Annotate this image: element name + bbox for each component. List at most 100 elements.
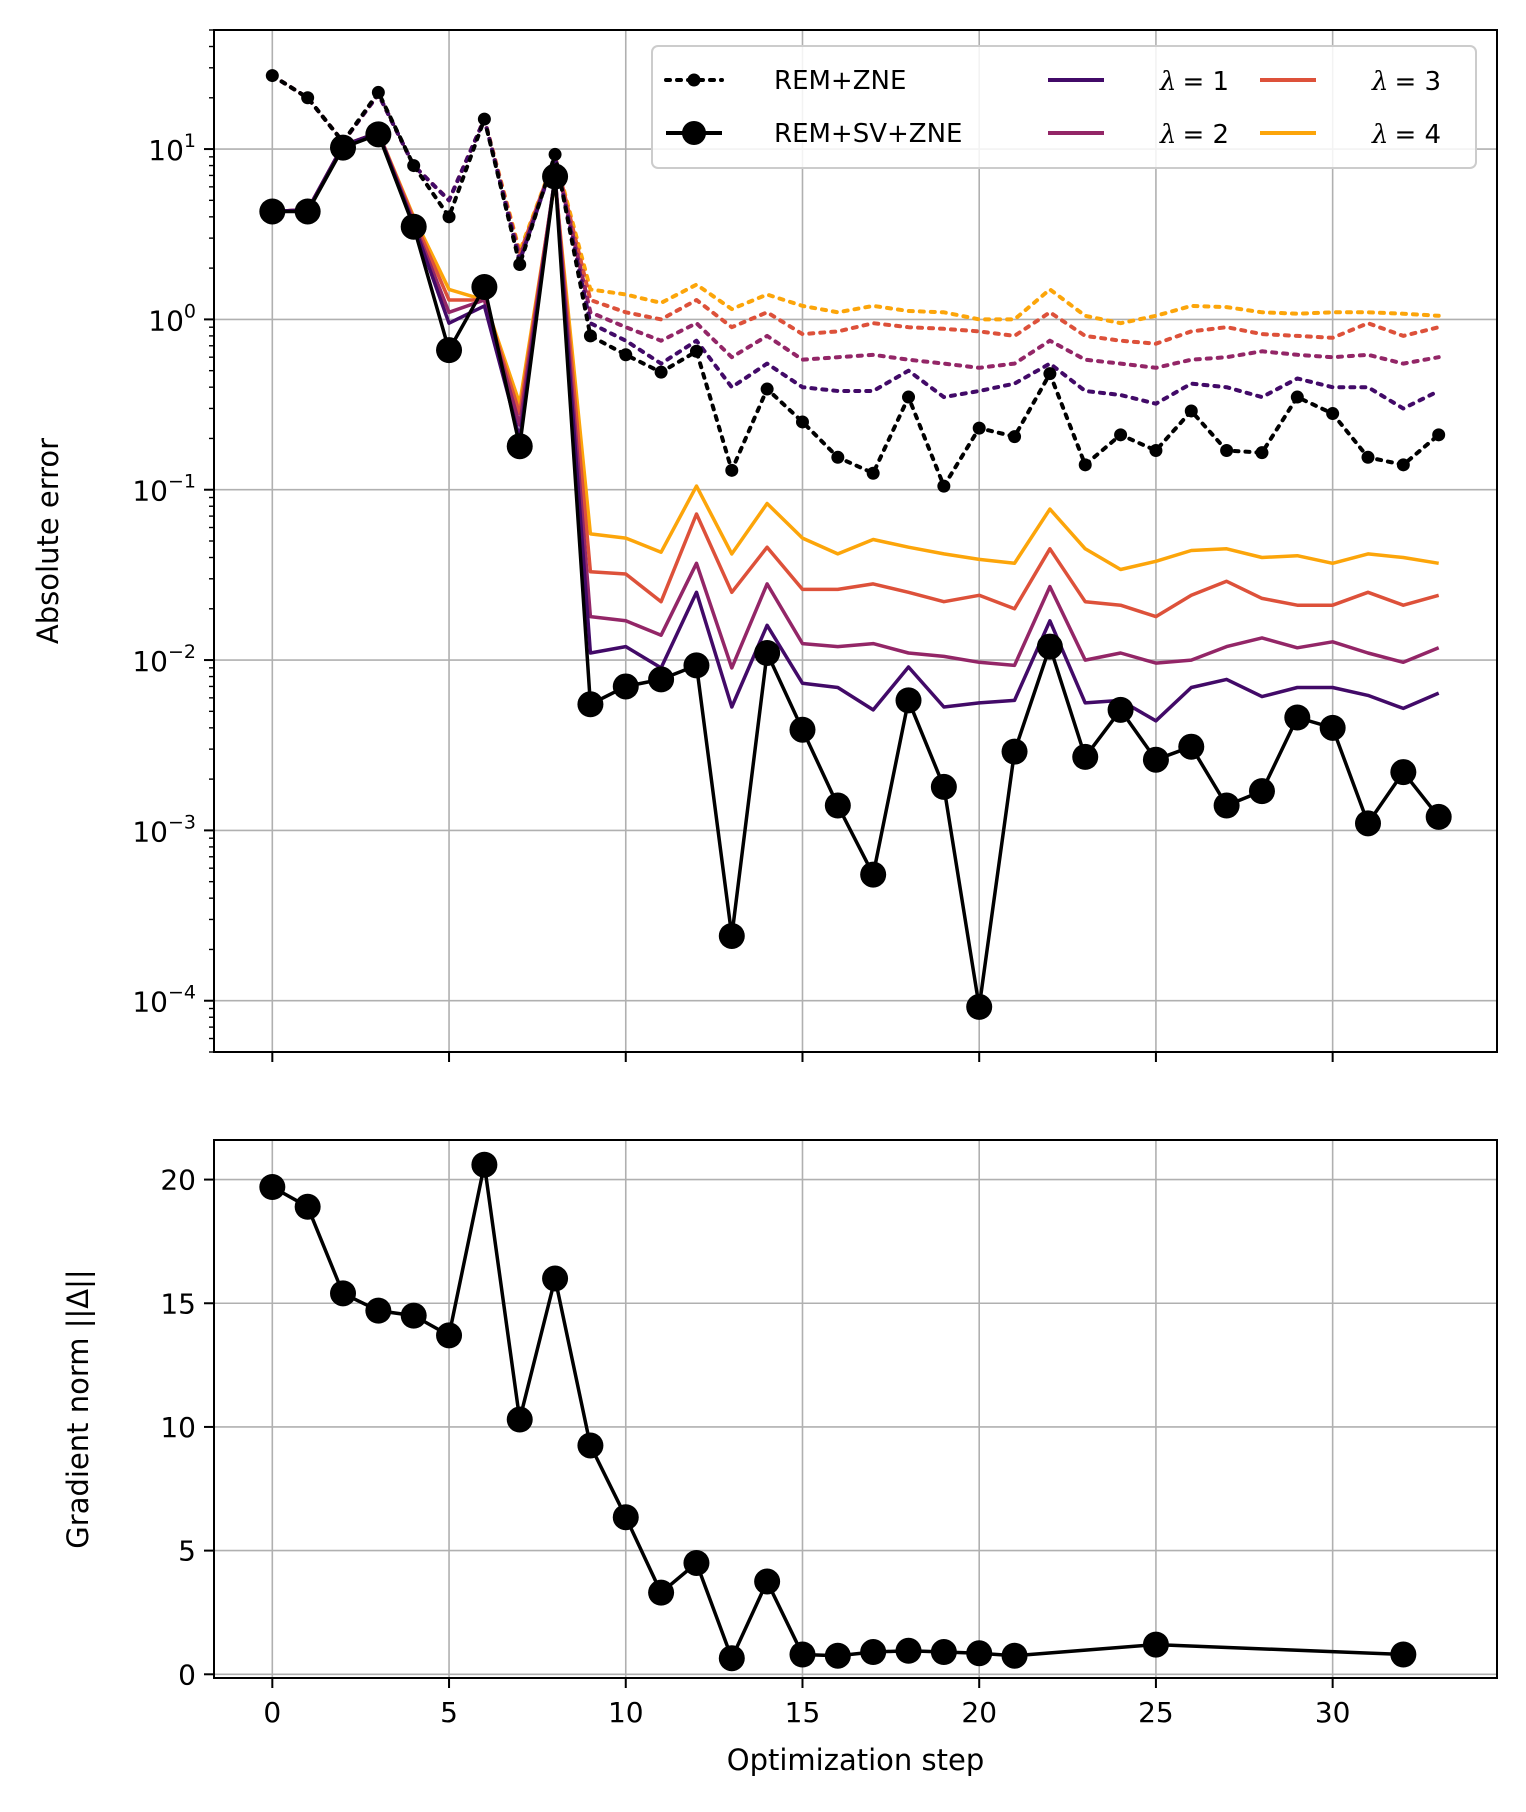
data-point bbox=[1390, 759, 1417, 786]
data-point bbox=[648, 666, 675, 693]
y-tick-label: 10−2 bbox=[132, 641, 196, 678]
data-point bbox=[612, 673, 639, 700]
data-point bbox=[400, 213, 427, 240]
y-tick-base: 10 bbox=[132, 645, 168, 678]
y-tick-label: 10−3 bbox=[132, 811, 196, 848]
data-point bbox=[577, 691, 604, 718]
data-point bbox=[654, 365, 668, 379]
data-point bbox=[371, 85, 385, 99]
x-tick-label: 0 bbox=[263, 1696, 281, 1729]
y-tick-base: 10 bbox=[132, 986, 168, 1019]
data-point bbox=[1319, 714, 1346, 741]
data-point bbox=[1107, 696, 1134, 723]
legend-value: = 1 bbox=[1182, 67, 1229, 97]
y-tick-exponent: 0 bbox=[184, 300, 196, 322]
x-tick-label: 15 bbox=[785, 1696, 821, 1729]
data-point bbox=[754, 1568, 781, 1595]
data-point bbox=[648, 1579, 675, 1606]
gradient-panel: 0 5 10 15 20 25 30 0 5 10 15 20 Optimization step Gra… bbox=[61, 1139, 1498, 1777]
data-point bbox=[1432, 428, 1446, 442]
x-tick-label: 30 bbox=[1315, 1696, 1351, 1729]
legend-label: λ = 3 bbox=[1371, 67, 1441, 97]
legend-box bbox=[651, 45, 1477, 169]
x-tick-label: 10 bbox=[608, 1696, 644, 1729]
data-point bbox=[1255, 446, 1269, 460]
data-point bbox=[477, 112, 491, 126]
data-point bbox=[612, 1504, 639, 1531]
series-line-3 bbox=[270, 73, 1441, 411]
data-point bbox=[1354, 810, 1381, 837]
legend-swatch-marker bbox=[682, 121, 706, 145]
x-tick-label: 5 bbox=[440, 1696, 458, 1729]
gradient-grid bbox=[214, 1140, 1497, 1678]
data-point bbox=[1390, 1641, 1417, 1668]
data-point bbox=[542, 163, 569, 190]
y-tick-base: 10 bbox=[148, 304, 184, 337]
data-point bbox=[718, 1645, 745, 1672]
data-point bbox=[966, 1640, 993, 1667]
data-point bbox=[407, 159, 421, 173]
legend-entry: λ = 1 bbox=[1048, 67, 1229, 97]
data-point bbox=[1184, 404, 1198, 418]
legend-symbol: λ bbox=[1371, 120, 1388, 150]
y-tick-exponent: −1 bbox=[168, 471, 196, 493]
data-point bbox=[1142, 1631, 1169, 1658]
legend-entry: λ = 3 bbox=[1260, 67, 1441, 97]
data-point bbox=[1213, 792, 1240, 819]
data-point bbox=[577, 1432, 604, 1459]
data-point bbox=[1008, 430, 1022, 444]
legend-label: REM+SV+ZNE bbox=[774, 119, 962, 149]
data-point bbox=[972, 421, 986, 435]
y-tick-exponent: −3 bbox=[168, 811, 196, 833]
data-point bbox=[1326, 407, 1340, 421]
legend-symbol: λ bbox=[1159, 67, 1176, 97]
data-point bbox=[330, 1280, 357, 1307]
data-point bbox=[683, 1549, 710, 1576]
legend-label: REM+ZNE bbox=[774, 66, 906, 96]
data-point bbox=[754, 640, 781, 667]
data-point bbox=[471, 1151, 498, 1178]
data-point bbox=[548, 147, 562, 161]
x-tick-label: 25 bbox=[1138, 1696, 1174, 1729]
data-point bbox=[902, 390, 916, 404]
x-tick-label: 20 bbox=[961, 1696, 997, 1729]
data-point bbox=[789, 1641, 816, 1668]
y-tick-exponent: 1 bbox=[184, 130, 196, 152]
data-point bbox=[1396, 458, 1410, 472]
data-point bbox=[542, 1265, 569, 1292]
y-tick-label: 101 bbox=[148, 130, 196, 167]
data-point bbox=[259, 1173, 286, 1200]
data-point bbox=[1043, 367, 1057, 381]
y-tick-exponent: −2 bbox=[168, 641, 196, 663]
data-point bbox=[860, 1639, 887, 1666]
data-point bbox=[1290, 390, 1304, 404]
y-tick-base: 10 bbox=[148, 134, 184, 167]
legend-value: = 2 bbox=[1182, 120, 1229, 150]
data-point bbox=[930, 1639, 957, 1666]
data-point bbox=[1036, 633, 1063, 660]
legend-value: = 3 bbox=[1394, 67, 1441, 97]
data-point bbox=[683, 652, 710, 679]
series-line-5 bbox=[272, 130, 1439, 572]
data-point bbox=[1078, 458, 1092, 472]
data-point bbox=[760, 382, 774, 396]
data-point bbox=[1001, 1642, 1028, 1669]
data-point bbox=[436, 1322, 463, 1349]
data-point bbox=[824, 1642, 851, 1669]
data-point bbox=[259, 198, 286, 225]
data-point bbox=[831, 450, 845, 464]
legend-label: λ = 4 bbox=[1371, 120, 1441, 150]
gradient-frame bbox=[213, 1139, 1498, 1679]
data-point bbox=[1142, 746, 1169, 773]
y-tick-base: 10 bbox=[132, 815, 168, 848]
data-point bbox=[1220, 443, 1234, 457]
data-point bbox=[1178, 733, 1205, 760]
error-series bbox=[259, 69, 1452, 1020]
data-point bbox=[1001, 738, 1028, 765]
legend-symbol: λ bbox=[1371, 67, 1388, 97]
data-point bbox=[436, 337, 463, 364]
data-point bbox=[330, 134, 357, 161]
data-point bbox=[506, 1406, 533, 1433]
